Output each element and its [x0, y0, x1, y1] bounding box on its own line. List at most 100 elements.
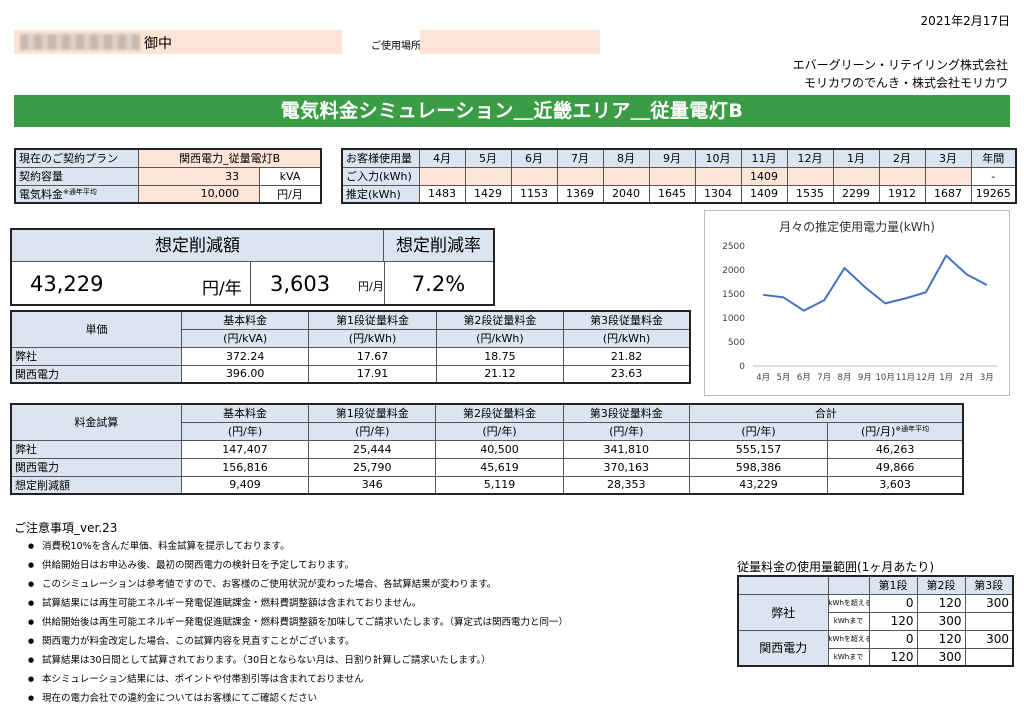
- calc-row-label: 関西電力: [10, 457, 182, 477]
- calc-total-month-unit: (円/月)※通年平均: [827, 421, 964, 441]
- usage-input-cell[interactable]: [556, 166, 604, 186]
- x-tick-label: 6月: [797, 373, 811, 383]
- usage-input-cell[interactable]: 1409: [740, 166, 788, 186]
- capacity-value: 33: [138, 166, 261, 186]
- savings-yearly-value: 43,229: [30, 272, 104, 296]
- usage-month-header: 7月: [556, 148, 604, 168]
- bill-value: 10,000: [138, 184, 261, 204]
- range-upto-cell: 120: [868, 647, 918, 667]
- range-over-cell: 0: [868, 629, 918, 649]
- range-corner: [737, 575, 829, 595]
- price-cell: 23.63: [563, 364, 691, 384]
- usage-input-cell[interactable]: [510, 166, 558, 186]
- range-upto-cell: 120: [868, 611, 918, 631]
- monthly-usage-table: お客様使用量 4月 5月 6月 7月 8月 9月 10月 11月 12月 1月 2月 3月 年間 ご入力…: [341, 148, 1017, 204]
- price-cell: 396.00: [180, 364, 310, 384]
- price-row-label: 関西電力: [10, 364, 182, 384]
- calc-cell: 147,407: [180, 439, 310, 459]
- capacity-label: 契約容量: [14, 166, 140, 186]
- range-upto-cell: 300: [916, 611, 966, 631]
- capacity-row: 契約容量 33 kVA: [14, 166, 322, 186]
- usage-input-cell[interactable]: [878, 166, 926, 186]
- range-col: 第3段: [964, 575, 1014, 595]
- note-item: 現在の電力会社での違約金についてはお客様にてご確認ください: [28, 689, 718, 708]
- range-over-cell: 300: [964, 629, 1014, 649]
- calc-cell: 40,500: [435, 439, 564, 459]
- range-row: kWhまで 120 300: [738, 611, 1014, 631]
- note-item: 本シミュレーション結果には、ポイントや付帯割引等は含まれておりません: [28, 670, 718, 689]
- range-over-label: kWhを超える: [827, 593, 870, 613]
- x-tick-label: 9月: [858, 373, 872, 383]
- company-name-1: エバーグリーン・リテイリング株式会社: [792, 58, 1008, 72]
- usage-input-cell[interactable]: [786, 166, 834, 186]
- document-date: 2021年2月17日: [920, 14, 1010, 28]
- note-item: 試算結果は30日間として試算されております。（30日とならない月は、日割り計算し…: [28, 651, 718, 670]
- note-item: 供給開始日はお申込み後、最初の関西電力の検針日を予定しております。: [28, 556, 718, 575]
- usage-estimate-cell: 2040: [602, 184, 650, 204]
- usage-line-chart: 月々の推定使用電力量(kWh) 0 500 1000 1500 2000 2500 4月 5月…: [722, 219, 997, 383]
- usage-input-cell[interactable]: [924, 166, 972, 186]
- usage-estimate-cell: 1645: [648, 184, 696, 204]
- x-tick-label: 7月: [817, 373, 831, 383]
- usage-input-cell[interactable]: [464, 166, 512, 186]
- chart-title: 月々の推定使用電力量(kWh): [779, 219, 935, 234]
- bill-unit: 円/月: [259, 184, 322, 204]
- calc-col-name: 第2段従量料金: [435, 403, 564, 423]
- notes-title: ご注意事項_ver.23: [14, 521, 118, 535]
- price-cell: 372.24: [180, 346, 310, 366]
- note-item: 供給開始後は再生可能エネルギー発電促進賦課金・燃料費調整額を加味してご請求いたし…: [28, 613, 718, 632]
- calc-col-name: 第3段従量料金: [562, 403, 690, 423]
- price-cell: 21.82: [563, 346, 691, 366]
- usage-input-cell[interactable]: [648, 166, 696, 186]
- calc-total-label: 合計: [688, 403, 964, 423]
- usage-input-cell[interactable]: [832, 166, 880, 186]
- customer-honorific: 御中: [144, 36, 172, 52]
- usage-input-annual: -: [970, 166, 1017, 186]
- note-item: 関西電力が料金改定した場合、この試算内容を見直すことがございます。: [28, 632, 718, 651]
- calc-col-unit: (円/年): [180, 421, 310, 441]
- calc-row: 関西電力 156,816 25,790 45,619 370,163 598,386 49,…: [10, 457, 964, 477]
- y-tick-label: 1000: [722, 314, 745, 324]
- y-tick-label: 1500: [722, 290, 745, 300]
- usage-estimate-cell: 1429: [464, 184, 512, 204]
- range-upto-label: kWhまで: [827, 611, 870, 631]
- range-col: 第2段: [916, 575, 966, 595]
- usage-header-label: お客様使用量: [341, 148, 420, 168]
- calc-col-name: 第1段従量料金: [308, 403, 437, 423]
- calc-cell: 49,866: [827, 457, 964, 477]
- range-over-cell: 300: [964, 593, 1014, 613]
- price-col-name: 第3段従量料金: [563, 310, 691, 330]
- range-corner: [827, 575, 870, 595]
- range-body: 弊社 kWhを超える 0 120 300 kWhまで 120 300 関西電力 kWhを超える 0 1…: [737, 593, 1014, 667]
- range-upto-cell: 300: [916, 647, 966, 667]
- savings-monthly-value: 3,603: [270, 272, 331, 296]
- usage-month-header: 12月: [786, 148, 834, 168]
- range-col: 第1段: [868, 575, 918, 595]
- calc-header-row: 料金試算 基本料金 第1段従量料金 第2段従量料金 第3段従量料金 合計: [10, 403, 964, 441]
- savings-amount-heading: 想定削減額: [12, 230, 384, 262]
- y-tick-label: 2000: [722, 266, 745, 276]
- usage-month-header: 2月: [878, 148, 926, 168]
- usage-input-cell[interactable]: [694, 166, 742, 186]
- bill-label-text: 電気料金: [19, 187, 63, 201]
- x-tick-label: 5月: [777, 373, 791, 383]
- fee-calculation-table: 料金試算 基本料金 第1段従量料金 第2段従量料金 第3段従量料金 合計 (円/…: [10, 403, 964, 495]
- calc-row-label: 弊社: [10, 439, 182, 459]
- capacity-unit: kVA: [259, 166, 322, 186]
- usage-input-cell[interactable]: [418, 166, 466, 186]
- x-tick-label: 4月: [756, 373, 770, 383]
- range-upto-cell: [964, 611, 1014, 631]
- usage-month-header: 9月: [648, 148, 696, 168]
- price-row-label: 弊社: [10, 346, 182, 366]
- x-tick-label: 1月: [939, 373, 953, 383]
- bill-label: 電気料金※通年平均: [14, 184, 140, 204]
- price-unit-row: (円/kVA) (円/kWh) (円/kWh) (円/kWh): [11, 328, 691, 348]
- note-item: このシミュレーションは参考値ですので、お客様のご使用状況が変わった場合、各試算結…: [28, 575, 718, 594]
- calc-row-label: 想定削減額: [10, 475, 182, 495]
- usage-input-cell[interactable]: [602, 166, 650, 186]
- usage-estimate-cell: 1535: [786, 184, 834, 204]
- usage-place-field: [420, 30, 600, 54]
- usage-place-label: ご使用場所: [371, 41, 421, 52]
- calc-cell: 370,163: [562, 457, 690, 477]
- monthly-usage-chart: 月々の推定使用電力量(kWh) 0 500 1000 1500 2000 2500 4月 5月…: [704, 210, 1010, 396]
